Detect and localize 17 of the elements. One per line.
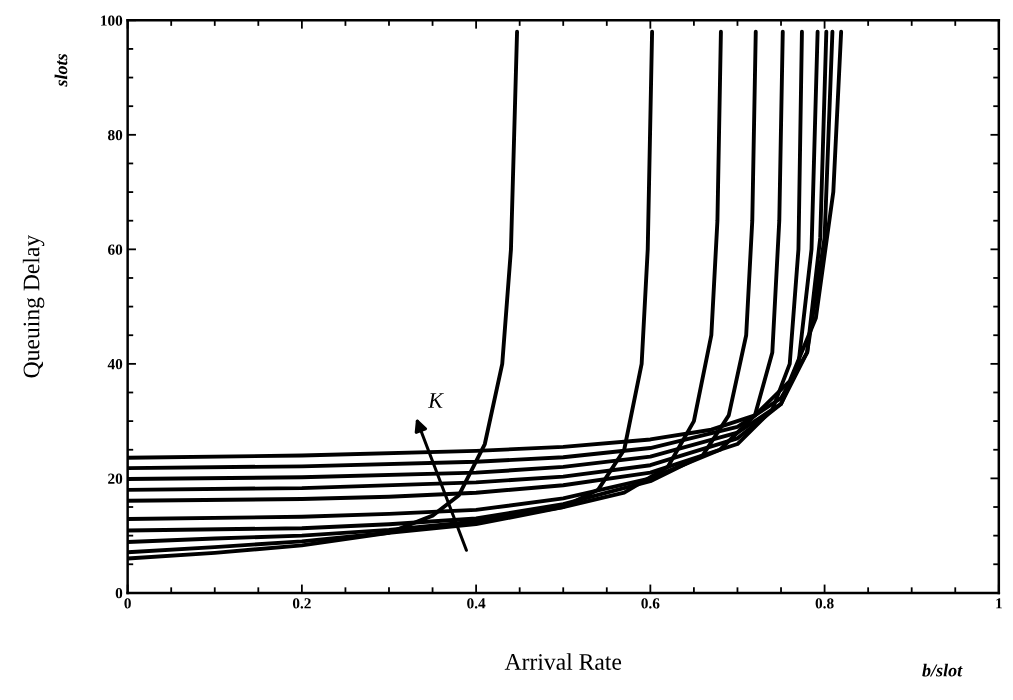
text: slots <box>54 54 68 87</box>
y-tick-label: 20 <box>108 473 123 484</box>
x-tick-label: 0.8 <box>815 598 834 609</box>
x-tick-label: 0.6 <box>641 598 660 609</box>
text: b/slot <box>922 663 963 677</box>
annotation: K <box>427 393 444 408</box>
x-tick-label: 0.2 <box>292 598 311 609</box>
x-axis-title: Arrival Rate <box>504 653 622 670</box>
y-tick-label: 80 <box>108 129 123 141</box>
y-tick-label: 0 <box>115 588 123 599</box>
x-tick-label: 1 <box>996 598 1002 609</box>
y-tick-label: 60 <box>108 244 123 255</box>
y-axis-title: Queuing Delay <box>22 234 45 378</box>
y-tick-label: 40 <box>107 359 123 370</box>
x-tick-label: 0 <box>124 598 131 609</box>
x-tick-label: 0.4 <box>467 598 486 609</box>
y-tick-label: 100 <box>101 15 123 26</box>
